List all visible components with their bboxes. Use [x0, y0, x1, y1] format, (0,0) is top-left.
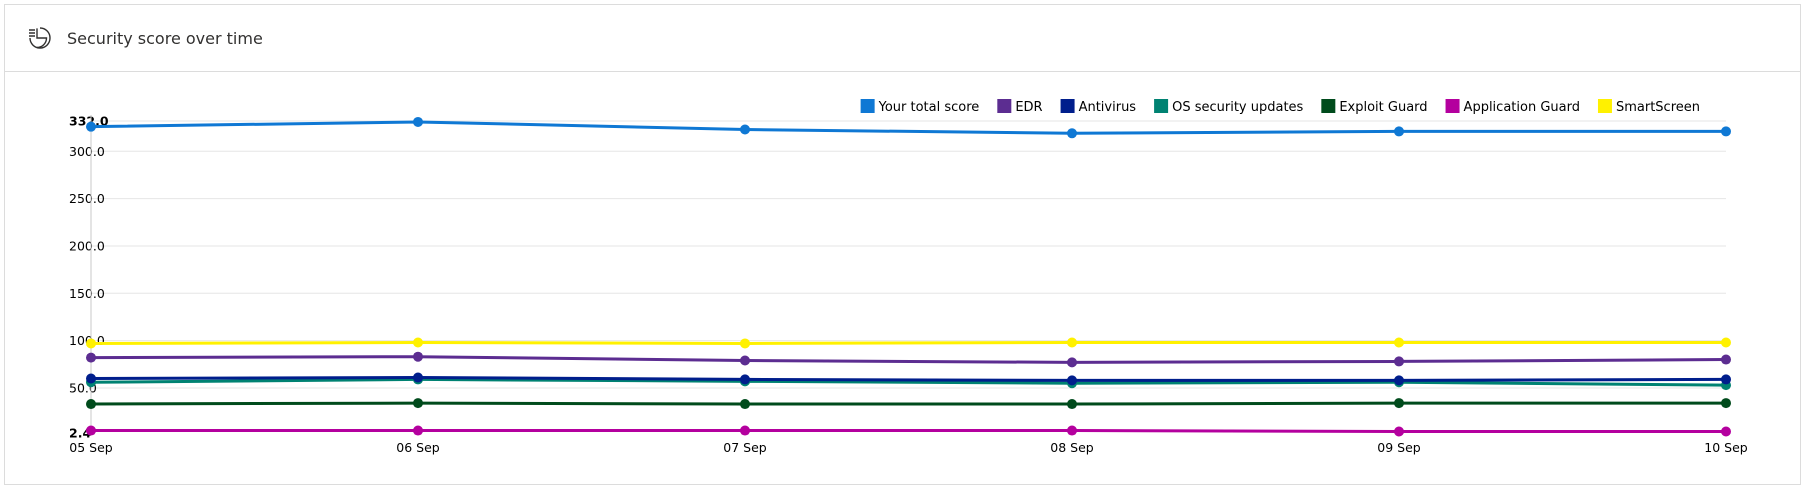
- data-point[interactable]: [1394, 126, 1404, 137]
- data-point[interactable]: [1721, 126, 1731, 137]
- data-point[interactable]: [1394, 356, 1404, 367]
- data-point[interactable]: [413, 372, 423, 383]
- series-smartscreen: [86, 337, 1731, 349]
- data-point[interactable]: [1721, 426, 1731, 437]
- data-point[interactable]: [413, 351, 423, 362]
- legend-swatch: [860, 99, 875, 113]
- score-history-icon: [29, 27, 51, 49]
- data-point[interactable]: [1067, 337, 1077, 348]
- data-point[interactable]: [86, 121, 96, 132]
- legend-label: Application Guard: [1464, 100, 1580, 115]
- legend-label: EDR: [1015, 100, 1042, 115]
- series-antivirus: [86, 372, 1731, 386]
- series-line: [90, 377, 1727, 387]
- series-line: [90, 376, 1727, 382]
- legend-swatch: [997, 99, 1012, 113]
- legend-swatch: [1321, 99, 1336, 113]
- data-point[interactable]: [740, 425, 750, 436]
- y-tick-label: 300.0: [69, 144, 105, 159]
- series-line: [90, 401, 1726, 406]
- data-point[interactable]: [740, 338, 750, 349]
- y-tick-label: 250.0: [69, 191, 105, 206]
- x-tick-label: 08 Sep: [1050, 440, 1094, 455]
- data-point[interactable]: [1394, 398, 1404, 409]
- card-title: Security score over time: [67, 29, 263, 48]
- series-your-total-score: [86, 116, 1731, 139]
- legend-swatch: [1060, 99, 1075, 113]
- data-point[interactable]: [1721, 354, 1731, 365]
- y-tick-label: 200.0: [69, 238, 105, 253]
- y-tick-label: 2.4: [69, 426, 91, 441]
- data-point[interactable]: [413, 337, 423, 348]
- data-point[interactable]: [1394, 426, 1404, 437]
- legend: Your total score EDR Antivirus OS security …: [860, 99, 1700, 115]
- data-point[interactable]: [1721, 337, 1731, 348]
- data-point[interactable]: [86, 399, 96, 410]
- legend-label: Your total score: [878, 100, 980, 115]
- data-point[interactable]: [1721, 398, 1731, 409]
- data-point[interactable]: [1067, 425, 1077, 436]
- data-point[interactable]: [1067, 128, 1077, 139]
- series-application-guard: [86, 425, 1731, 437]
- legend-swatch: [1154, 99, 1169, 113]
- series-line: [91, 429, 1726, 433]
- grid-lines: [91, 120, 1726, 389]
- data-point[interactable]: [740, 355, 750, 366]
- legend-label: SmartScreen: [1616, 100, 1700, 115]
- data-point[interactable]: [740, 374, 750, 385]
- legend-item[interactable]: OS security updates: [1154, 99, 1304, 115]
- data-point[interactable]: [1067, 375, 1077, 386]
- x-tick-label: 05 Sep: [69, 440, 113, 455]
- data-point[interactable]: [86, 425, 96, 436]
- data-point[interactable]: [413, 398, 423, 409]
- y-tick-label: 332.0: [69, 114, 109, 129]
- legend-swatch: [1445, 99, 1460, 113]
- series-line: [90, 120, 1726, 135]
- legend-item[interactable]: Application Guard: [1445, 99, 1580, 115]
- x-tick-label: 09 Sep: [1377, 440, 1421, 455]
- data-point[interactable]: [740, 124, 750, 135]
- legend-item[interactable]: SmartScreen: [1597, 99, 1700, 115]
- legend-item[interactable]: EDR: [997, 99, 1043, 115]
- legend-swatch: [1597, 99, 1612, 113]
- legend-label: Antivirus: [1079, 100, 1137, 115]
- x-tick-label: 07 Sep: [723, 440, 767, 455]
- data-point[interactable]: [413, 425, 423, 436]
- legend-item[interactable]: Your total score: [860, 99, 980, 115]
- x-tick-label: 06 Sep: [396, 440, 440, 455]
- legend-label: OS security updates: [1172, 100, 1303, 115]
- data-point[interactable]: [1067, 399, 1077, 410]
- y-tick-label: 150.0: [69, 286, 105, 301]
- data-point[interactable]: [86, 373, 96, 384]
- series-line: [90, 355, 1727, 364]
- card-header: Security score over time: [5, 5, 1800, 72]
- data-point[interactable]: [1721, 374, 1731, 385]
- series-lines: [86, 116, 1731, 437]
- data-point[interactable]: [1394, 337, 1404, 348]
- data-point[interactable]: [86, 352, 96, 363]
- legend-label: Exploit Guard: [1339, 100, 1427, 115]
- series-line: [90, 341, 1726, 345]
- legend-item[interactable]: Exploit Guard: [1321, 99, 1428, 115]
- data-point[interactable]: [1067, 357, 1077, 368]
- data-point[interactable]: [740, 399, 750, 410]
- data-point[interactable]: [413, 116, 423, 127]
- x-tick-label: 10 Sep: [1704, 440, 1748, 455]
- legend-item[interactable]: Antivirus: [1060, 99, 1137, 115]
- series-exploit-guard: [86, 398, 1731, 410]
- data-point[interactable]: [86, 338, 96, 349]
- data-point[interactable]: [1394, 375, 1404, 386]
- series-edr: [86, 351, 1731, 368]
